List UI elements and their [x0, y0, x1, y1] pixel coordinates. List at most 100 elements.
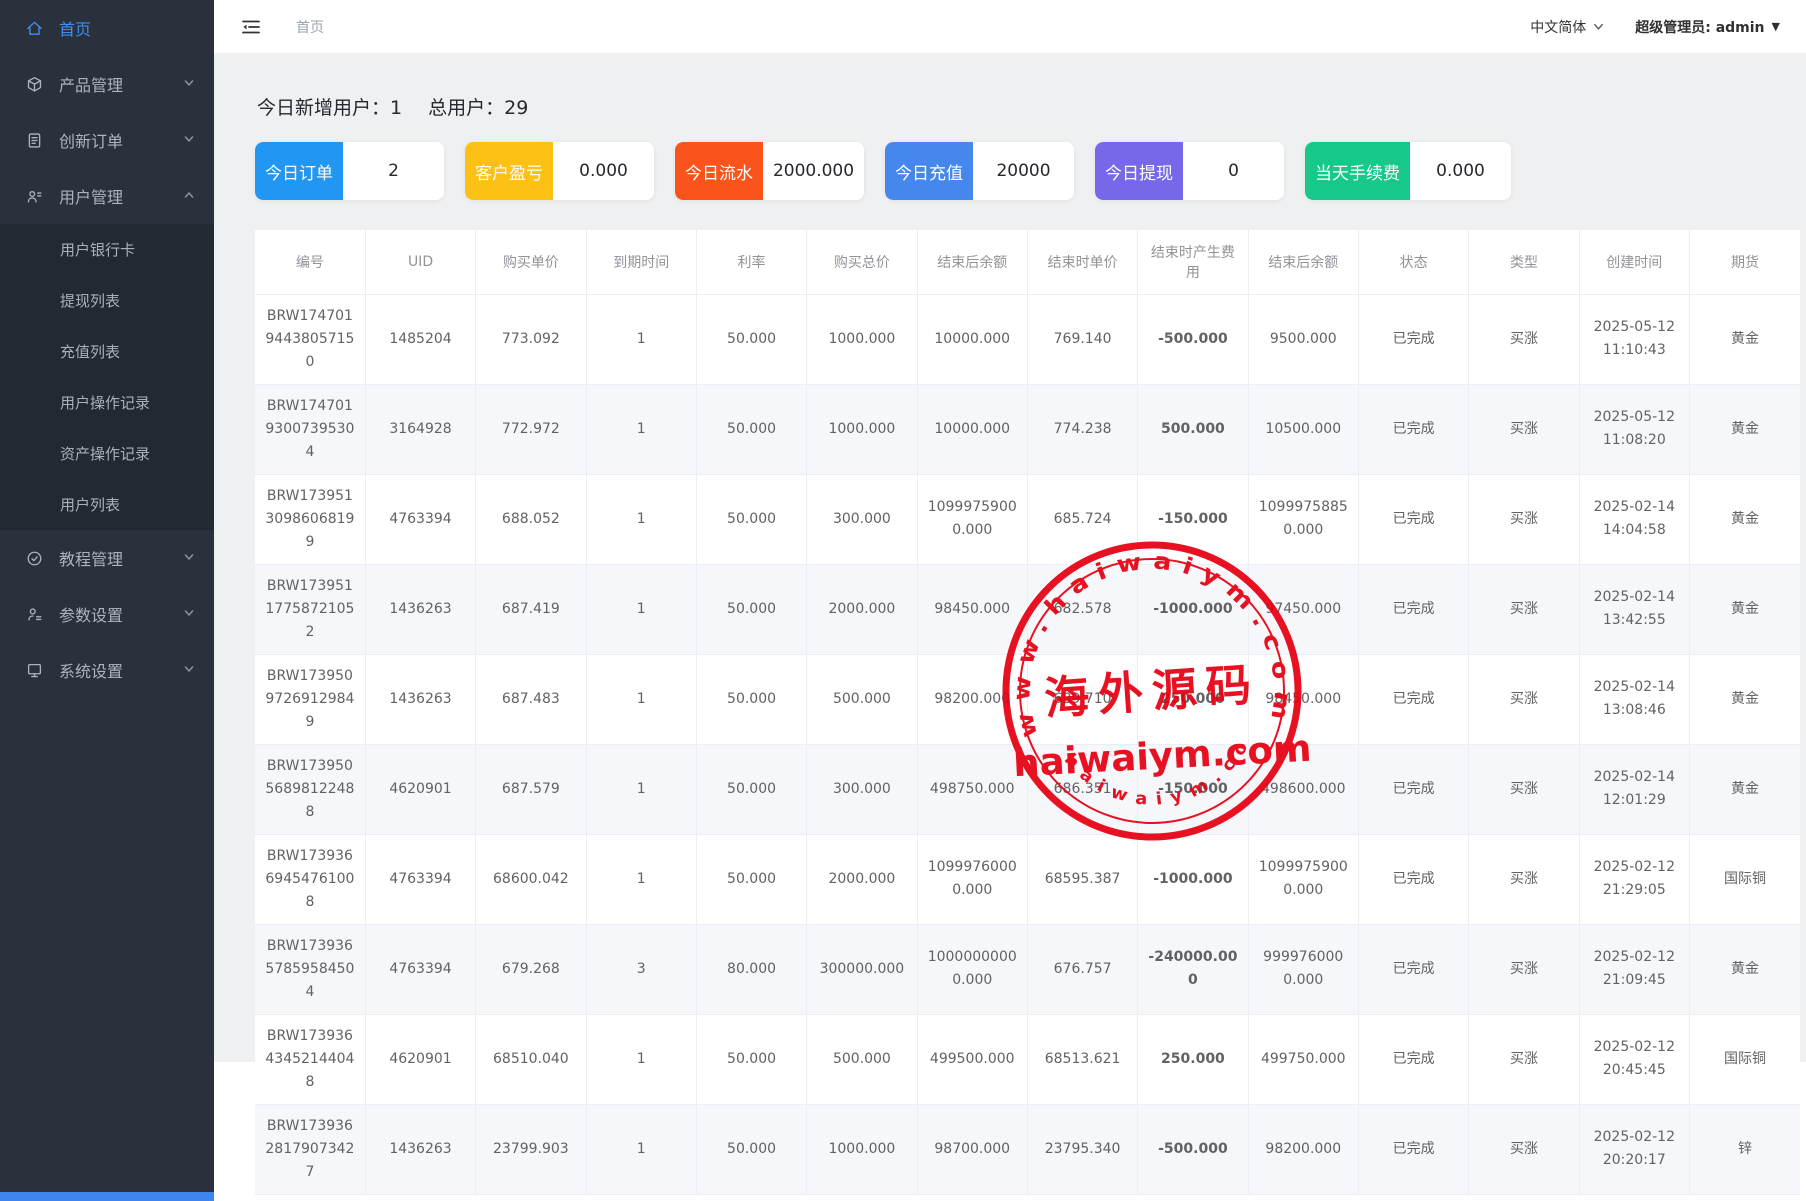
sidebar-item-label: 首页	[59, 20, 92, 39]
table-cell: BRW17470193007395304	[255, 384, 366, 475]
table-cell: 689.710	[1027, 654, 1139, 745]
table-cell: 4763394	[365, 834, 477, 925]
table-cell: 10500.000	[1248, 384, 1359, 475]
column-header: 结束后余额	[917, 230, 1028, 295]
admin-menu[interactable]: 超级管理员: admin ▼	[1635, 17, 1780, 37]
table-cell: 685.724	[1027, 474, 1139, 565]
breadcrumb[interactable]: 首页	[296, 19, 324, 36]
table-cell: -500.000	[1137, 294, 1249, 385]
table-cell: 98200.000	[1248, 1104, 1359, 1195]
table-row: BRW17393657859584504 4763394 679.268 3 80.00…	[255, 924, 1800, 1015]
stat-card-2: 今日流水 2000.000	[675, 142, 864, 200]
stat-card-label: 今日订单	[255, 142, 343, 200]
caret-down-icon: ▼	[1771, 20, 1780, 33]
language-selector[interactable]: 中文简体	[1530, 17, 1605, 37]
submenu-item-users-3[interactable]: 用户操作记录	[60, 394, 151, 412]
stat-card-label: 今日提现	[1095, 142, 1183, 200]
table-cell: 68513.621	[1027, 1014, 1139, 1105]
column-header: 期货	[1689, 230, 1800, 295]
table-cell: 买涨	[1468, 1104, 1580, 1195]
table-cell: 300000.000	[806, 924, 918, 1015]
table-cell: 10999759000.000	[917, 474, 1028, 565]
sidebar-item-product[interactable]: 产品管理	[0, 56, 214, 112]
table-cell: -150.000	[1137, 474, 1249, 565]
stat-card-value: 2	[343, 142, 444, 200]
table-cell: -150.000	[1137, 744, 1249, 835]
sidebar-item-params[interactable]: 参数设置	[0, 586, 214, 642]
submenu-item-users-4[interactable]: 资产操作记录	[60, 445, 151, 463]
table-cell: 300.000	[806, 744, 918, 835]
stat-cards-row: 今日订单 2 客户盈亏 0.000 今日流水 2000.000 今日充值 20000 今日提现 0…	[214, 120, 1806, 200]
table-cell: 499500.000	[917, 1014, 1028, 1105]
table-cell: 2025-02-14 13:42:55	[1579, 564, 1690, 655]
sidebar-item-system[interactable]: 系统设置	[0, 642, 214, 698]
table-cell: 1	[586, 1014, 697, 1105]
table-cell: 买涨	[1468, 384, 1580, 475]
order-icon	[24, 130, 44, 150]
table-cell: 1485204	[365, 294, 477, 385]
table-cell: 1000.000	[806, 384, 918, 475]
submenu-item-users-5[interactable]: 用户列表	[60, 496, 121, 514]
table-body: BRW17470194438057150 1485204 773.092 1 50.00…	[255, 294, 1800, 1195]
orders-table-wrap: 编号 UID 购买单价 到期时间 利率 购买总价 结束后余额 结束时单价 结束时产生费用 结束后余…	[255, 230, 1800, 1195]
table-row: BRW17470193007395304 3164928 772.972 1 50.00…	[255, 384, 1800, 475]
table-cell: 2025-02-14 14:04:58	[1579, 474, 1690, 565]
chevron-up-icon	[182, 187, 196, 206]
table-cell: 买涨	[1468, 654, 1580, 745]
table-cell: 4763394	[365, 924, 477, 1015]
user-summary: 今日新增用户：1 总用户：29	[214, 53, 1806, 120]
table-cell: 2025-02-12 20:45:45	[1579, 1014, 1690, 1105]
table-cell: 1	[586, 834, 697, 925]
table-cell: 50.000	[696, 384, 808, 475]
column-header: 到期时间	[586, 230, 697, 295]
column-header: 利率	[696, 230, 808, 295]
column-header: 购买总价	[806, 230, 918, 295]
table-cell: 4620901	[365, 1014, 477, 1105]
sidebar-item-orders[interactable]: 创新订单	[0, 112, 214, 168]
table-cell: 买涨	[1468, 1014, 1580, 1105]
submenu-item-users-2[interactable]: 充值列表	[60, 343, 121, 361]
stat-card-value: 0.000	[1410, 142, 1511, 200]
tutorial-icon	[24, 548, 44, 568]
product-icon	[24, 74, 44, 94]
table-cell: 国际铜	[1689, 834, 1800, 925]
column-header: 编号	[255, 230, 366, 295]
admin-label: 超级管理员: admin	[1635, 19, 1765, 36]
table-cell: 98450.000	[917, 564, 1028, 655]
submenu-item-users-0[interactable]: 用户银行卡	[60, 241, 136, 259]
menu-fold-icon[interactable]	[240, 16, 262, 38]
topbar-right: 中文简体 超级管理员: admin ▼	[1530, 17, 1780, 37]
submenu-item-users-1[interactable]: 提现列表	[60, 292, 121, 310]
table-cell: BRW17393628179073427	[255, 1104, 366, 1195]
table-row: BRW17395130986068199 4763394 688.052 1 50.00…	[255, 474, 1800, 565]
sidebar-item-users[interactable]: 用户管理	[0, 168, 214, 224]
table-row: BRW17393669454761008 4763394 68600.042 1 50.…	[255, 834, 1800, 925]
stat-card-value: 2000.000	[763, 142, 864, 200]
table-cell: 9999760000.000	[1248, 924, 1359, 1015]
table-cell: 300.000	[806, 474, 918, 565]
table-cell: 10999760000.000	[917, 834, 1028, 925]
table-cell: 50.000	[696, 1014, 808, 1105]
column-header: 购买单价	[475, 230, 587, 295]
table-cell: 2025-05-12 11:08:20	[1579, 384, 1690, 475]
table-cell: 679.268	[475, 924, 587, 1015]
stat-card-label: 客户盈亏	[465, 142, 553, 200]
table-cell: 已完成	[1358, 924, 1470, 1015]
table-row: BRW17393643452144048 4620901 68510.040 1 50.…	[255, 1014, 1800, 1105]
table-cell: 9500.000	[1248, 294, 1359, 385]
table-row: BRW17395056898122488 4620901 687.579 1 50.00…	[255, 744, 1800, 835]
sidebar-item-home[interactable]: 首页	[0, 0, 214, 56]
content: 今日新增用户：1 总用户：29 今日订单 2 客户盈亏 0.000 今日流水 2000.00…	[214, 53, 1806, 1195]
sidebar-item-label: 参数设置	[59, 606, 124, 625]
table-cell: 已完成	[1358, 384, 1470, 475]
total-users-label: 总用户：	[428, 97, 505, 119]
topbar: 首页 中文简体 超级管理员: admin ▼	[214, 0, 1806, 53]
table-cell: 2025-02-12 21:09:45	[1579, 924, 1690, 1015]
table-row: BRW17393628179073427 1436263 23799.903 1 50.…	[255, 1104, 1800, 1195]
column-header: 结束时产生费用	[1137, 230, 1249, 295]
table-cell: 已完成	[1358, 294, 1470, 385]
chevron-down-icon	[182, 661, 196, 680]
table-cell: 682.578	[1027, 564, 1139, 655]
sidebar-item-tutorial[interactable]: 教程管理	[0, 530, 214, 586]
submenu-users: 用户银行卡提现列表充值列表用户操作记录 资产操作记录 用户列表	[0, 224, 214, 530]
